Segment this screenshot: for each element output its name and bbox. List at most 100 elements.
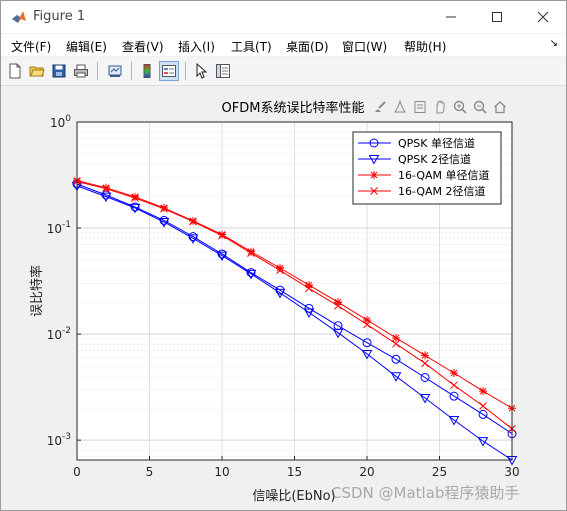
data-tip-button[interactable] <box>391 98 409 116</box>
data-point <box>160 203 168 212</box>
pointer-button[interactable] <box>191 61 211 81</box>
data-point <box>218 231 226 240</box>
colorbar-button[interactable] <box>137 61 157 81</box>
property-inspector-button[interactable] <box>213 61 233 81</box>
minimize-button[interactable] <box>428 1 474 33</box>
y-tick-exponent: -3 <box>62 432 71 442</box>
x-tick-label: 15 <box>287 465 302 479</box>
legend-button[interactable] <box>159 61 179 81</box>
data-point <box>421 359 429 368</box>
x-tick-label: 25 <box>432 465 447 479</box>
menu-desktop[interactable]: 桌面(D) <box>286 40 329 54</box>
data-point <box>246 268 256 278</box>
export-button[interactable] <box>411 98 429 116</box>
menu-tools[interactable]: 工具(T) <box>231 40 272 54</box>
legend-entry: QPSK 2径信道 <box>358 152 471 166</box>
zoom-in-button[interactable] <box>451 98 469 116</box>
data-point <box>448 415 460 426</box>
series-line <box>76 180 513 409</box>
y-tick-base: 10 <box>47 328 62 342</box>
watermark: CSDN @Matlab程序猿助手 <box>331 484 520 502</box>
data-tip-icon <box>394 100 406 113</box>
data-point <box>189 217 197 226</box>
print-button[interactable] <box>71 61 91 81</box>
data-point <box>130 202 140 212</box>
data-point <box>305 281 313 290</box>
x-tick-label: 20 <box>359 465 374 479</box>
data-series <box>71 176 518 466</box>
pan-icon <box>436 100 445 114</box>
data-point <box>361 349 373 360</box>
figure-canvas: 0 5 10 15 20 25 30 100 10-1 10-2 10-3 OFDM系统误比特率性能… <box>1 86 566 510</box>
toolbar-separator <box>185 62 186 80</box>
chart-legend[interactable]: QPSK 单径信道 QPSK 2径信道 16-QAM 单径信道 16-QAM 2径信道 <box>352 131 502 205</box>
zoom-out-icon <box>473 100 487 114</box>
legend-icon <box>162 65 176 77</box>
toolbar-separator <box>97 62 98 80</box>
home-button[interactable] <box>491 98 509 116</box>
data-point <box>102 184 110 193</box>
y-tick-exponent: 0 <box>65 114 71 124</box>
y-tick-exponent: -1 <box>62 220 71 230</box>
y-tick-exponent: -2 <box>62 326 71 336</box>
legend-label: QPSK 2径信道 <box>398 152 471 166</box>
data-point <box>160 204 168 213</box>
data-point <box>419 393 431 404</box>
home-icon <box>494 101 506 114</box>
legend-marker <box>370 187 378 195</box>
window-title: Figure 1 <box>33 9 86 24</box>
menu-window[interactable]: 窗口(W) <box>342 40 388 54</box>
y-axis-label: 误比特率 <box>29 265 45 317</box>
title-bar[interactable]: Figure 1 <box>1 1 566 33</box>
data-point <box>334 298 342 307</box>
new-figure-button[interactable] <box>5 61 25 81</box>
save-button[interactable] <box>49 61 69 81</box>
legend-label: 16-QAM 单径信道 <box>398 168 490 182</box>
brush-button[interactable] <box>371 98 389 116</box>
pan-button[interactable] <box>431 98 449 116</box>
axes-toolbar <box>371 98 511 116</box>
legend-label: 16-QAM 2径信道 <box>398 184 486 198</box>
chart-title: OFDM系统误比特率性能 <box>222 100 365 116</box>
menu-view[interactable]: 查看(V) <box>122 40 164 54</box>
y-tick-label: 100 <box>50 114 71 130</box>
y-tick-label: 10-3 <box>47 432 71 448</box>
menu-file[interactable]: 文件(F) <box>11 40 52 54</box>
menu-overflow-arrow[interactable]: ↘ <box>549 38 558 49</box>
data-point <box>478 409 488 419</box>
menu-help[interactable]: 帮助(H) <box>404 40 447 54</box>
data-point <box>247 247 255 256</box>
open-file-button[interactable] <box>27 61 47 81</box>
maximize-button[interactable] <box>474 1 520 33</box>
y-tick-base: 10 <box>50 116 65 130</box>
data-point <box>420 372 430 382</box>
legend-marker <box>370 171 378 179</box>
x-axis-label: 信噪比(EbNo) <box>252 489 335 504</box>
data-point <box>216 251 228 262</box>
link-button[interactable] <box>105 61 125 81</box>
data-point <box>131 192 139 201</box>
data-point <box>131 194 139 202</box>
save-icon <box>52 64 66 78</box>
data-point <box>392 339 400 348</box>
menu-edit[interactable]: 编辑(E) <box>66 40 107 54</box>
brush-icon <box>375 101 386 112</box>
menu-insert[interactable]: 插入(I) <box>178 40 215 54</box>
data-point <box>362 338 372 348</box>
data-point <box>334 301 342 310</box>
legend-entry: 16-QAM 单径信道 <box>358 168 490 182</box>
zoom-out-button[interactable] <box>471 98 489 116</box>
pointer-icon <box>196 63 208 79</box>
data-point <box>276 264 284 273</box>
data-point <box>189 216 197 225</box>
y-tick-base: 10 <box>47 434 62 448</box>
y-tick-label: 10-2 <box>47 326 71 342</box>
property-inspector-icon <box>216 64 230 78</box>
legend-entry: QPSK 单径信道 <box>358 136 475 150</box>
close-button[interactable] <box>520 1 566 33</box>
data-point <box>187 234 199 244</box>
data-point <box>158 218 170 228</box>
close-icon <box>537 11 549 23</box>
